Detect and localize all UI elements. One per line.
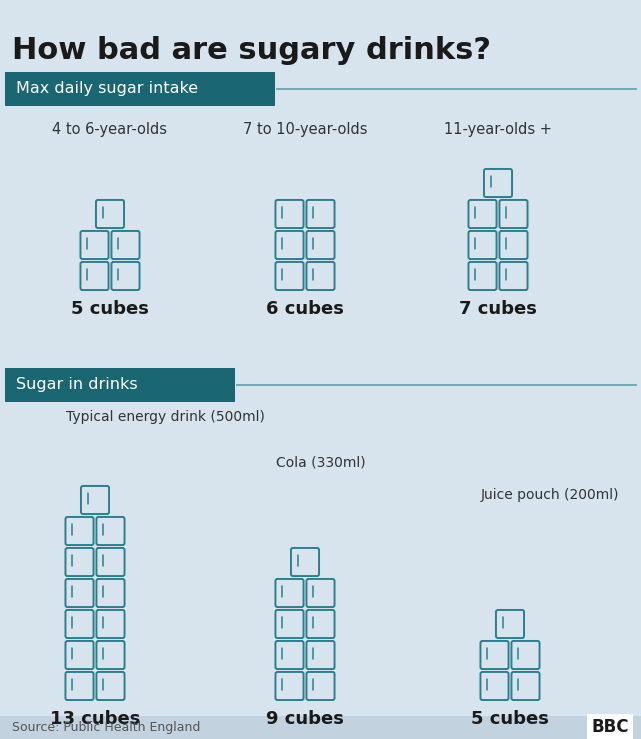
FancyBboxPatch shape — [81, 231, 108, 259]
FancyBboxPatch shape — [96, 672, 124, 700]
FancyBboxPatch shape — [112, 262, 140, 290]
FancyBboxPatch shape — [65, 610, 94, 638]
Text: Typical energy drink (500ml): Typical energy drink (500ml) — [65, 410, 264, 424]
FancyBboxPatch shape — [306, 579, 335, 607]
Text: BBC: BBC — [591, 718, 629, 737]
Text: Juice pouch (200ml): Juice pouch (200ml) — [481, 488, 619, 502]
Text: Cola (330ml): Cola (330ml) — [276, 455, 365, 469]
FancyBboxPatch shape — [81, 486, 109, 514]
Text: 6 cubes: 6 cubes — [266, 300, 344, 318]
FancyBboxPatch shape — [112, 231, 140, 259]
FancyBboxPatch shape — [512, 672, 540, 700]
Text: 13 cubes: 13 cubes — [50, 710, 140, 728]
FancyBboxPatch shape — [306, 262, 335, 290]
Text: 5 cubes: 5 cubes — [71, 300, 149, 318]
Text: 4 to 6-year-olds: 4 to 6-year-olds — [53, 122, 167, 137]
Text: 7 to 10-year-olds: 7 to 10-year-olds — [243, 122, 367, 137]
Text: Max daily sugar intake: Max daily sugar intake — [16, 81, 198, 97]
Text: 7 cubes: 7 cubes — [459, 300, 537, 318]
Text: How bad are sugary drinks?: How bad are sugary drinks? — [12, 36, 491, 65]
FancyBboxPatch shape — [276, 610, 304, 638]
FancyBboxPatch shape — [96, 517, 124, 545]
FancyBboxPatch shape — [306, 641, 335, 669]
FancyBboxPatch shape — [499, 200, 528, 228]
Text: 11-year-olds +: 11-year-olds + — [444, 122, 552, 137]
FancyBboxPatch shape — [306, 610, 335, 638]
FancyBboxPatch shape — [276, 641, 304, 669]
FancyBboxPatch shape — [306, 200, 335, 228]
FancyBboxPatch shape — [276, 231, 304, 259]
FancyBboxPatch shape — [0, 716, 641, 739]
FancyBboxPatch shape — [469, 262, 497, 290]
FancyBboxPatch shape — [96, 579, 124, 607]
FancyBboxPatch shape — [5, 368, 235, 402]
FancyBboxPatch shape — [96, 200, 124, 228]
FancyBboxPatch shape — [276, 672, 304, 700]
FancyBboxPatch shape — [276, 262, 304, 290]
FancyBboxPatch shape — [276, 200, 304, 228]
FancyBboxPatch shape — [81, 262, 108, 290]
Text: 9 cubes: 9 cubes — [266, 710, 344, 728]
FancyBboxPatch shape — [65, 672, 94, 700]
FancyBboxPatch shape — [96, 610, 124, 638]
FancyBboxPatch shape — [499, 262, 528, 290]
FancyBboxPatch shape — [65, 641, 94, 669]
FancyBboxPatch shape — [499, 231, 528, 259]
FancyBboxPatch shape — [65, 579, 94, 607]
FancyBboxPatch shape — [276, 579, 304, 607]
FancyBboxPatch shape — [65, 517, 94, 545]
FancyBboxPatch shape — [306, 231, 335, 259]
Text: Sugar in drinks: Sugar in drinks — [16, 378, 138, 392]
FancyBboxPatch shape — [291, 548, 319, 576]
FancyBboxPatch shape — [306, 672, 335, 700]
FancyBboxPatch shape — [481, 672, 508, 700]
Text: 5 cubes: 5 cubes — [471, 710, 549, 728]
FancyBboxPatch shape — [496, 610, 524, 638]
FancyBboxPatch shape — [481, 641, 508, 669]
FancyBboxPatch shape — [484, 169, 512, 197]
FancyBboxPatch shape — [5, 72, 275, 106]
FancyBboxPatch shape — [96, 641, 124, 669]
FancyBboxPatch shape — [96, 548, 124, 576]
FancyBboxPatch shape — [512, 641, 540, 669]
FancyBboxPatch shape — [65, 548, 94, 576]
FancyBboxPatch shape — [469, 231, 497, 259]
Text: Source: Public Health England: Source: Public Health England — [12, 721, 201, 734]
FancyBboxPatch shape — [469, 200, 497, 228]
